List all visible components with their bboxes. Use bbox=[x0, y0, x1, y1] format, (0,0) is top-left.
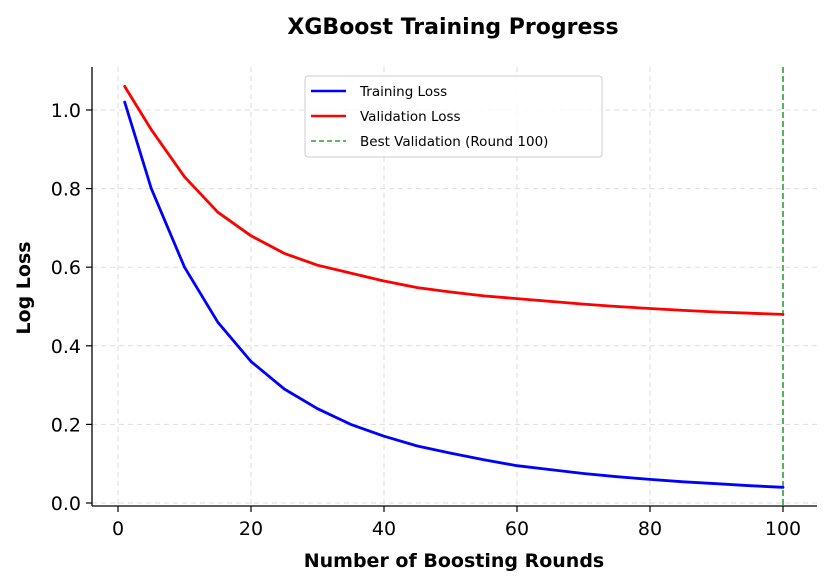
x-axis-ticks: 0 20 40 60 80 100 bbox=[112, 506, 801, 540]
legend-label-training: Training Loss bbox=[359, 84, 447, 100]
x-tick-label: 100 bbox=[765, 518, 801, 540]
y-tick-label: 1.0 bbox=[51, 100, 81, 122]
y-tick-label: 0.4 bbox=[51, 336, 81, 358]
x-tick-label: 40 bbox=[372, 518, 396, 540]
legend-box bbox=[304, 75, 603, 158]
x-axis-label: Number of Boosting Rounds bbox=[304, 550, 605, 572]
y-tick-label: 0.0 bbox=[51, 493, 81, 515]
series-lines bbox=[123, 85, 785, 489]
x-tick-label: 20 bbox=[239, 518, 263, 540]
y-tick-label: 0.2 bbox=[51, 414, 81, 436]
legend-label-best: Best Validation (Round 100) bbox=[360, 134, 548, 150]
series-validation-loss bbox=[123, 85, 785, 316]
y-tick-label: 0.8 bbox=[51, 179, 81, 201]
y-axis-label: Log Loss bbox=[13, 241, 35, 334]
y-tick-label: 0.6 bbox=[51, 257, 81, 279]
legend: Training Loss Validation Loss Best Valid… bbox=[304, 75, 603, 158]
chart-title: XGBoost Training Progress bbox=[287, 15, 618, 40]
x-tick-label: 80 bbox=[638, 518, 662, 540]
x-tick-label: 0 bbox=[112, 518, 124, 540]
legend-label-validation: Validation Loss bbox=[360, 109, 461, 125]
series-training-loss bbox=[123, 100, 785, 489]
y-axis-ticks: 0.0 0.2 0.4 0.6 0.8 1.0 bbox=[51, 100, 92, 515]
x-tick-label: 60 bbox=[505, 518, 529, 540]
